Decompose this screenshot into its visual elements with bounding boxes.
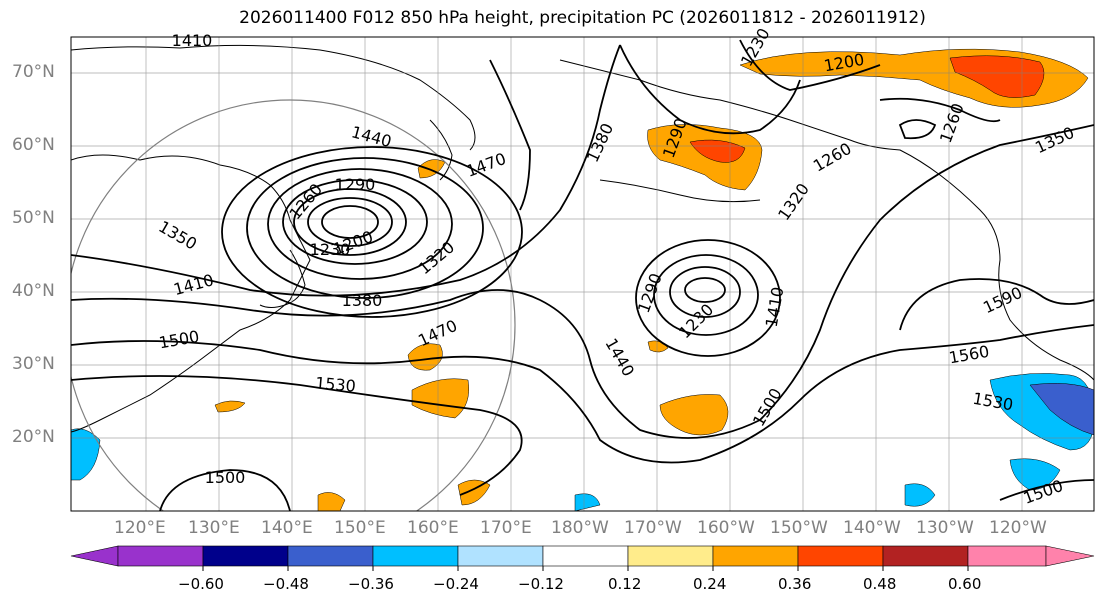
colorbar-swatch bbox=[1045, 545, 1095, 567]
coast-asia bbox=[71, 154, 311, 433]
colorbar-tick-label: −0.24 bbox=[433, 575, 479, 593]
lon-label: 170°W bbox=[624, 518, 682, 538]
lat-label: 30°N bbox=[12, 354, 55, 374]
colorbar-tick-label: −0.36 bbox=[348, 575, 394, 593]
colorbar-tick-label: −0.48 bbox=[263, 575, 309, 593]
colorbar-swatch bbox=[627, 545, 714, 567]
colorbar-tick-label: 0.60 bbox=[948, 575, 982, 593]
lon-label: 160°W bbox=[697, 518, 755, 538]
lon-label: 130°E bbox=[188, 518, 240, 538]
lat-label: 50°N bbox=[12, 208, 55, 228]
colorbar-swatch bbox=[287, 545, 374, 567]
coastlines bbox=[71, 44, 1094, 433]
colorbar-tick-label: −0.60 bbox=[178, 575, 224, 593]
colorbar-swatch bbox=[70, 545, 119, 567]
colorbar-swatch bbox=[372, 545, 459, 567]
colorbar-tick-label: 0.48 bbox=[863, 575, 897, 593]
lon-label: 140°E bbox=[261, 518, 313, 538]
contour-label: 1290 bbox=[335, 175, 376, 194]
precip-positive-small1 bbox=[214, 400, 246, 413]
lon-label: 120°E bbox=[114, 518, 166, 538]
lat-label: 60°N bbox=[12, 135, 55, 155]
colorbar-swatch bbox=[882, 545, 969, 567]
colorbar-swatch bbox=[797, 545, 884, 567]
lon-label: 170°E bbox=[480, 518, 532, 538]
lon-label: 140°W bbox=[843, 518, 901, 538]
map-area bbox=[71, 37, 1094, 511]
lon-label: 160°E bbox=[407, 518, 459, 538]
colorbar-swatch bbox=[967, 545, 1047, 567]
contour-label: 1380 bbox=[342, 291, 383, 310]
precip-positive-bering bbox=[647, 124, 763, 191]
precip-positive-hawaii bbox=[659, 394, 729, 436]
lon-label: 120°W bbox=[989, 518, 1047, 538]
precip-positive-midpac2 bbox=[411, 378, 469, 419]
map-frame bbox=[70, 36, 1095, 512]
colorbar-tick-label: −0.12 bbox=[518, 575, 564, 593]
lat-label: 70°N bbox=[12, 62, 55, 82]
figure-title: 2026011400 F012 850 hPa height, precipit… bbox=[239, 8, 926, 28]
lat-label: 40°N bbox=[12, 281, 55, 301]
height-contours bbox=[71, 39, 1094, 511]
precip-strong-alaska bbox=[949, 55, 1045, 98]
contour-label: 1230 bbox=[310, 240, 351, 259]
colorbar-tick-label: 0.36 bbox=[778, 575, 812, 593]
precip-positive-small4 bbox=[317, 492, 346, 511]
precip-positive-small2 bbox=[457, 479, 491, 506]
precip-negative-south3 bbox=[574, 493, 601, 511]
colorbar-tick-label: 0.12 bbox=[608, 575, 642, 593]
contour-label: 1410 bbox=[172, 31, 213, 50]
precip-negative-south2 bbox=[904, 483, 936, 507]
colorbar-swatch bbox=[457, 545, 544, 567]
precip-strong-bering bbox=[689, 139, 746, 163]
lon-label: 130°W bbox=[916, 518, 974, 538]
colorbar-swatch bbox=[117, 545, 204, 567]
colorbar-swatch bbox=[712, 545, 799, 567]
colorbar bbox=[70, 545, 1095, 571]
lon-label: 150°W bbox=[770, 518, 828, 538]
coast-japan bbox=[259, 249, 306, 308]
precip-shading bbox=[71, 48, 1094, 511]
lon-label: 180°W bbox=[551, 518, 609, 538]
coast-alaska bbox=[559, 59, 1094, 381]
precip-negative-mexico-strong bbox=[1029, 383, 1094, 436]
coast-siberia bbox=[71, 44, 476, 151]
precip-positive-midpac1 bbox=[407, 343, 443, 371]
lon-label: 150°E bbox=[334, 518, 386, 538]
contour-label: 1530 bbox=[314, 373, 356, 395]
reference-circle bbox=[71, 99, 516, 511]
colorbar-swatch bbox=[202, 545, 289, 567]
lat-label: 20°N bbox=[12, 427, 55, 447]
colorbar-tick-label: 0.24 bbox=[693, 575, 727, 593]
colorbar-swatch bbox=[542, 545, 629, 567]
gridlines bbox=[71, 37, 1094, 511]
coast-aleutians bbox=[599, 179, 761, 203]
contour-label: 1500 bbox=[205, 468, 246, 487]
